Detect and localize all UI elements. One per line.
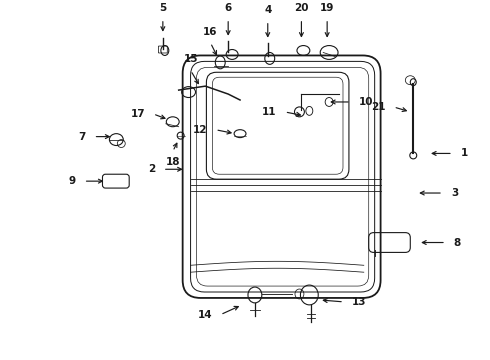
Text: 2: 2 [147, 164, 155, 174]
Text: 17: 17 [130, 109, 145, 119]
Text: 11: 11 [262, 107, 277, 117]
Text: 20: 20 [294, 3, 309, 13]
Text: 4: 4 [264, 5, 271, 15]
Text: 12: 12 [193, 125, 207, 135]
Text: 9: 9 [69, 176, 76, 186]
Text: 10: 10 [359, 97, 373, 107]
Text: 7: 7 [78, 132, 86, 141]
Text: 6: 6 [224, 3, 232, 13]
Text: 21: 21 [371, 102, 386, 112]
Text: 13: 13 [352, 297, 367, 307]
Text: 14: 14 [197, 310, 212, 320]
Text: 16: 16 [203, 27, 218, 37]
Text: 5: 5 [159, 3, 167, 13]
Text: 3: 3 [451, 188, 458, 198]
Text: 15: 15 [183, 54, 198, 64]
Text: 18: 18 [166, 157, 180, 167]
Text: 8: 8 [454, 238, 461, 248]
Text: 19: 19 [320, 3, 334, 13]
Text: 1: 1 [461, 148, 468, 158]
